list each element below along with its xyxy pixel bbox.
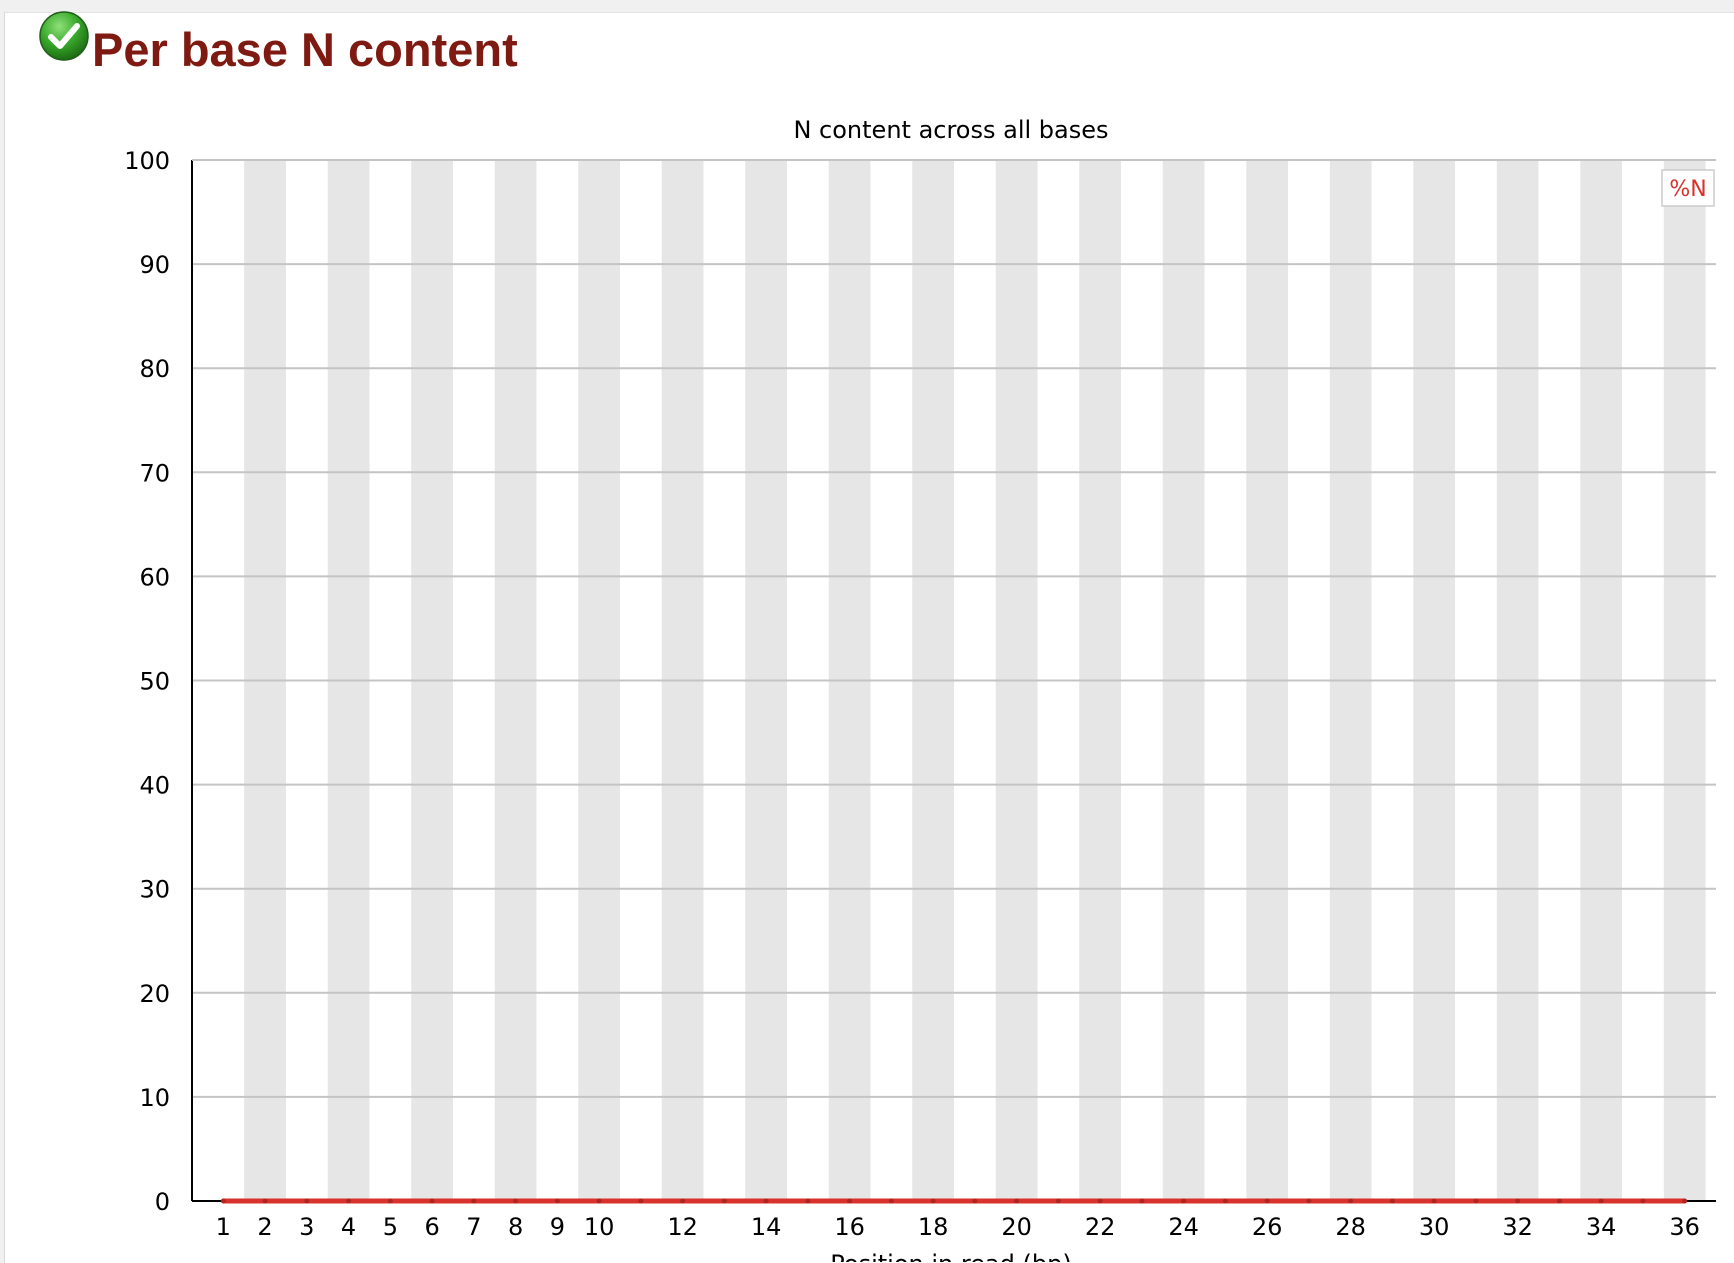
data-point-32 [1515,1198,1521,1204]
x-axis-label: Position in read (bp) [830,1250,1071,1262]
legend: %N [1661,169,1715,207]
y-tick-label-0: 0 [155,1188,170,1216]
chart-title: N content across all bases [793,116,1108,144]
x-tick-label-18: 18 [918,1213,949,1241]
x-tick-label-9: 9 [550,1213,565,1241]
x-tick-label-2: 2 [257,1213,272,1241]
x-tick-label-12: 12 [667,1213,698,1241]
x-axis-ticks: 1 2 3 4 5 6 7 8 9 10 12 14 16 18 20 22 24 26 28 30 32 34 36 [216,1213,1700,1241]
data-point-5 [387,1198,393,1204]
y-tick-label-30: 30 [139,876,170,904]
y-tick-label-100: 100 [124,147,170,175]
x-tick-label-1: 1 [216,1213,231,1241]
data-point-20 [1014,1198,1020,1204]
y-tick-label-10: 10 [139,1084,170,1112]
data-point-9 [554,1198,560,1204]
data-point-14 [763,1198,769,1204]
data-point-2 [262,1198,268,1204]
data-point-6 [429,1198,435,1204]
x-tick-label-24: 24 [1168,1213,1199,1241]
y-tick-label-50: 50 [139,668,170,696]
x-tick-label-3: 3 [299,1213,314,1241]
x-tick-label-6: 6 [424,1213,439,1241]
data-point-25 [1222,1198,1228,1204]
legend-label: %N [1669,177,1706,202]
legend-box [1661,169,1715,207]
data-point-12 [680,1198,686,1204]
data-point-19 [972,1198,978,1204]
data-point-22 [1097,1198,1103,1204]
data-point-10 [596,1198,602,1204]
data-point-1 [220,1198,226,1204]
data-point-13 [721,1198,727,1204]
y-tick-label-80: 80 [139,355,170,383]
x-tick-label-32: 32 [1502,1213,1533,1241]
x-tick-label-4: 4 [341,1213,356,1241]
data-point-36 [1682,1198,1688,1204]
data-point-31 [1473,1198,1479,1204]
data-point-35 [1640,1198,1646,1204]
data-point-3 [304,1198,310,1204]
x-tick-label-10: 10 [584,1213,615,1241]
data-point-29 [1389,1198,1395,1204]
x-tick-label-36: 36 [1669,1213,1700,1241]
data-point-18 [930,1198,936,1204]
y-tick-label-60: 60 [139,563,170,591]
data-point-24 [1181,1198,1187,1204]
x-tick-label-34: 34 [1586,1213,1617,1241]
data-point-17 [888,1198,894,1204]
data-point-21 [1055,1198,1061,1204]
data-point-34 [1598,1198,1604,1204]
data-point-16 [847,1198,853,1204]
data-point-8 [513,1198,519,1204]
y-tick-label-40: 40 [139,772,170,800]
data-point-30 [1431,1198,1437,1204]
data-point-7 [471,1198,477,1204]
x-tick-label-8: 8 [508,1213,523,1241]
y-tick-label-90: 90 [139,251,170,279]
data-point-11 [638,1198,644,1204]
x-tick-label-16: 16 [834,1213,865,1241]
x-tick-label-28: 28 [1335,1213,1366,1241]
x-tick-label-5: 5 [383,1213,398,1241]
data-point-26 [1264,1198,1270,1204]
y-tick-label-70: 70 [139,459,170,487]
data-point-33 [1556,1198,1562,1204]
y-axis-ticks: 0 10 20 30 40 50 60 70 80 90 100 [124,147,170,1216]
data-point-27 [1306,1198,1312,1204]
x-tick-label-22: 22 [1085,1213,1116,1241]
data-point-23 [1139,1198,1145,1204]
y-tick-label-20: 20 [139,980,170,1008]
x-tick-label-26: 26 [1252,1213,1283,1241]
data-point-28 [1348,1198,1354,1204]
pass-check-icon [39,11,89,61]
data-point-4 [346,1198,352,1204]
module-title: Per base N content [92,23,518,76]
x-tick-label-30: 30 [1419,1213,1450,1241]
module-header: Per base N content [38,10,518,76]
data-point-15 [805,1198,811,1204]
x-tick-label-14: 14 [751,1213,782,1241]
x-tick-label-20: 20 [1001,1213,1032,1241]
x-tick-label-7: 7 [466,1213,481,1241]
series-layer [220,1198,1688,1204]
